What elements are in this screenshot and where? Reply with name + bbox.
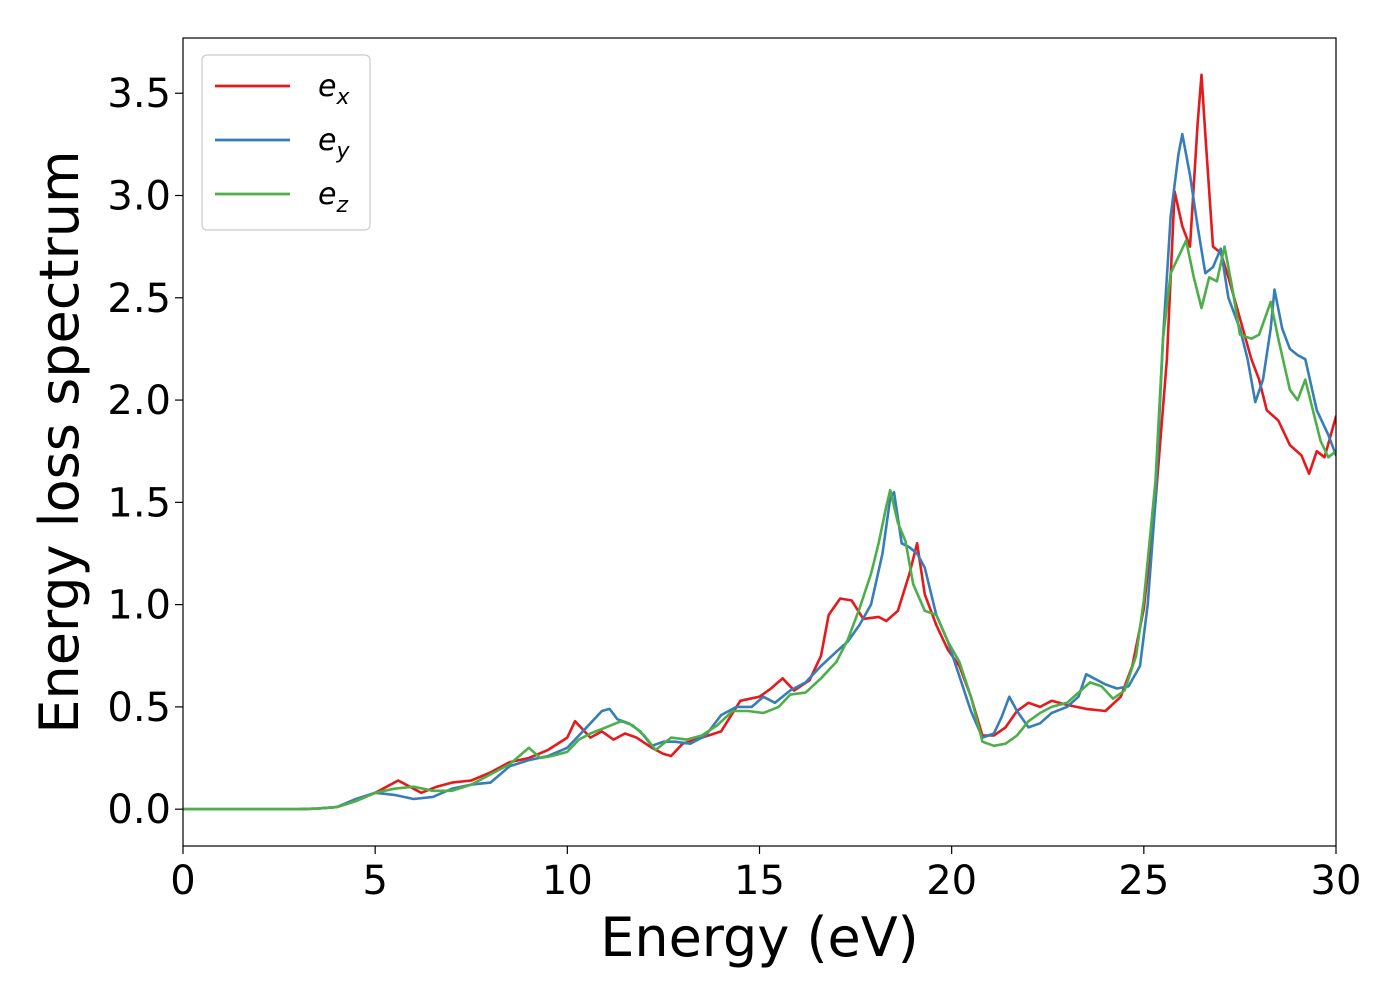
legend-label: ex	[318, 69, 350, 110]
x-tick-label: 5	[362, 858, 387, 904]
y-tick-label: 3.5	[107, 71, 171, 117]
x-tick-label: 25	[1118, 858, 1169, 904]
x-tick-label: 30	[1311, 858, 1362, 904]
x-axis-ticks: 0 5 10 15 20 25 30	[170, 846, 1361, 904]
y-axis-label: Energy loss spectrum	[28, 150, 91, 733]
y-tick-label: 1.0	[107, 583, 171, 629]
legend: ex ey ez	[201, 54, 371, 231]
y-tick-label: 2.0	[107, 378, 171, 424]
y-tick-label: 2.5	[107, 276, 171, 322]
x-tick-label: 15	[734, 858, 785, 904]
y-tick-label: 0.5	[107, 685, 171, 731]
series-layer	[183, 73, 1336, 811]
series-line-ex	[183, 73, 1336, 811]
series-line-ez	[183, 239, 1336, 811]
x-tick-label: 20	[926, 858, 977, 904]
y-axis-ticks: 0.0 0.5 1.0 1.5 2.0 2.5 3.0 3.5	[107, 71, 183, 833]
y-tick-label: 1.5	[107, 480, 171, 526]
y-tick-label: 3.0	[107, 174, 171, 220]
legend-label: ey	[318, 123, 350, 164]
x-tick-label: 0	[170, 858, 195, 904]
legend-box	[201, 54, 371, 231]
y-tick-label: 0.0	[107, 787, 171, 833]
legend-label: ez	[318, 177, 348, 218]
x-tick-label: 10	[542, 858, 593, 904]
x-axis-label: Energy (eV)	[600, 906, 919, 969]
